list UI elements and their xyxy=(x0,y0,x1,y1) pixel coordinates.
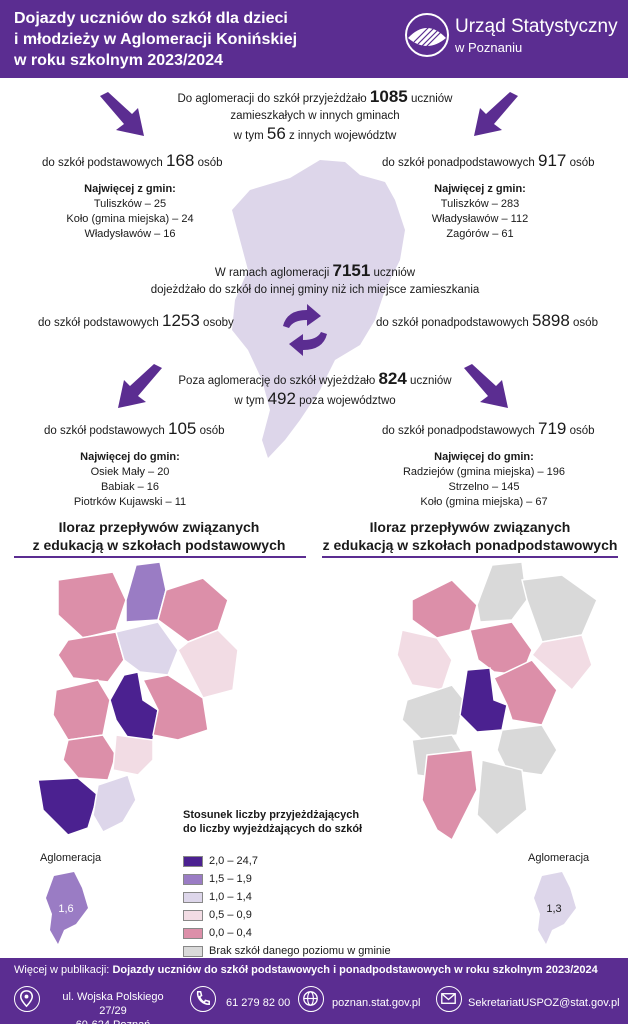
list-item: Strzelno – 145 xyxy=(448,481,520,493)
mail-icon xyxy=(436,986,462,1012)
outbound-arrow-left-icon xyxy=(118,364,162,408)
municipality xyxy=(115,621,179,676)
municipality xyxy=(177,629,239,699)
municipality xyxy=(530,634,593,692)
list-item: Piotrków Kujawski – 11 xyxy=(73,496,187,508)
agglomeration-map-background xyxy=(232,160,405,458)
aglom-label-right: Aglomeracja xyxy=(528,852,590,864)
municipality xyxy=(141,674,209,741)
title-line-1: Dojazdy uczniów do szkół dla dzieci xyxy=(14,10,288,27)
municipality xyxy=(411,579,478,639)
aglom-mini-map-right: 1,3 xyxy=(534,872,576,944)
municipality xyxy=(476,759,528,837)
aglom-label-left: Aglomeracja xyxy=(40,852,102,864)
internal-total: 7151 xyxy=(332,261,371,280)
legend-swatch xyxy=(183,891,203,903)
legend-item: 1,5 – 1,9 xyxy=(183,872,252,886)
title-line-2: i młodzieży w Aglomeracji Konińskiej xyxy=(14,31,298,48)
location-icon xyxy=(14,986,40,1012)
municipality xyxy=(112,734,154,776)
inbound-secondary: do szkół ponadpodstawowych 917 osób xyxy=(382,151,595,170)
outbound-other-voivodeship: 492 xyxy=(267,389,296,408)
municipality xyxy=(401,684,465,741)
org-subtitle: w Poznaniu xyxy=(455,40,523,55)
municipality xyxy=(496,724,558,776)
outbound-primary-list: Najwięcej do gmin: Osiek Mały – 20 Babia… xyxy=(40,450,220,510)
municipality xyxy=(62,734,117,781)
right-map-title-underline xyxy=(322,556,618,558)
footer: Więcej w publikacji: Dojazdy uczniów do … xyxy=(0,958,628,1031)
aglom-mini-map-left: 1,6 xyxy=(46,872,88,944)
phone-number[interactable]: 61 279 82 00 xyxy=(226,997,291,1009)
publication-link[interactable]: Więcej w publikacji: Dojazdy uczniów do … xyxy=(14,964,598,976)
inbound-arrow-left-icon xyxy=(100,92,144,136)
outbound-total: 824 xyxy=(378,369,407,388)
aglom-value-right: 1,3 xyxy=(546,903,561,915)
legend-item: 1,0 – 1,4 xyxy=(183,890,252,904)
municipality xyxy=(421,749,478,842)
inbound-summary: Do aglomeracji do szkół przyjeżdżało 108… xyxy=(177,87,453,143)
address: ul. Wojska Polskiego 27/29 60-624 Poznań xyxy=(62,991,164,1031)
outbound-secondary: do szkół ponadpodstawowych 719 osób xyxy=(382,419,595,438)
outbound-primary: do szkół podstawowych 105 osób xyxy=(44,419,225,438)
municipality xyxy=(476,561,528,623)
inbound-primary: do szkół podstawowych 168 osób xyxy=(42,151,223,170)
municipality xyxy=(521,574,598,643)
header-banner: Dojazdy uczniów do szkół dla dzieci i mł… xyxy=(0,0,628,78)
legend-swatch xyxy=(183,927,203,939)
right-map-title: Iloraz przepływów związanych z edukacją … xyxy=(322,519,618,553)
title-line-3: w roku szkolnym 2023/2024 xyxy=(14,52,223,69)
aglom-value-left: 1,6 xyxy=(58,903,73,915)
website-link[interactable]: poznan.stat.gov.pl xyxy=(332,997,421,1009)
left-map-title: Iloraz przepływów związanych z edukacją … xyxy=(32,519,286,553)
primary-schools-choropleth-map xyxy=(37,561,239,836)
outbound-secondary-list: Najwięcej do gmin: Radziejów (gmina miej… xyxy=(384,450,584,510)
inbound-arrow-right-icon xyxy=(474,92,518,136)
list-item: Tuliszków – 283 xyxy=(440,198,520,210)
municipality xyxy=(37,777,99,836)
municipality xyxy=(52,679,111,741)
page-title: Dojazdy uczniów do szkół dla dzieci i mł… xyxy=(14,8,354,71)
list-item: Radziejów (gmina miejska) – 196 xyxy=(402,466,565,478)
org-name: Urząd Statystyczny xyxy=(455,16,618,37)
internal-secondary: do szkół ponadpodstawowych 5898 osób xyxy=(376,311,598,330)
list-item: Osiek Mały – 20 xyxy=(90,466,170,478)
list-item: Zagórów – 61 xyxy=(446,228,514,240)
statistics-office-logo-icon xyxy=(405,13,449,57)
outbound-arrow-right-icon xyxy=(464,364,508,408)
legend-swatch xyxy=(183,873,203,885)
internal-summary: W ramach aglomeracji 7151 uczniów dojeżd… xyxy=(150,261,480,296)
left-map-title-underline xyxy=(14,556,306,558)
internal-flow-cycle-icon xyxy=(283,304,327,356)
internal-primary: do szkół podstawowych 1253 osoby xyxy=(38,311,234,330)
inbound-primary-list: Najwięcej z gmin: Tuliszków – 25 Koło (g… xyxy=(50,182,210,242)
municipality xyxy=(396,629,453,691)
municipality xyxy=(92,774,137,833)
globe-icon xyxy=(298,986,324,1012)
municipality xyxy=(459,667,508,733)
list-item: Koło (gmina miejska) – 67 xyxy=(420,496,548,508)
legend-swatch xyxy=(183,945,203,957)
inbound-total: 1085 xyxy=(369,87,408,106)
municipality xyxy=(57,631,125,683)
inbound-secondary-list: Najwięcej z gmin: Tuliszków – 283 Władys… xyxy=(400,182,560,242)
phone-icon xyxy=(190,986,216,1012)
list-item: Władysławów – 16 xyxy=(84,228,176,240)
list-item: Babiak – 16 xyxy=(100,481,160,493)
list-item: Władysławów – 112 xyxy=(431,213,529,225)
legend-item: 0,5 – 0,9 xyxy=(183,908,252,922)
legend-item: 0,0 – 0,4 xyxy=(183,926,252,940)
email-link[interactable]: SekretariatUSPOZ@stat.gov.pl xyxy=(468,997,620,1009)
secondary-schools-choropleth-map xyxy=(396,561,598,842)
legend-swatch xyxy=(183,909,203,921)
municipality xyxy=(57,571,127,639)
legend-swatch xyxy=(183,855,203,867)
legend-title: Stosunek liczby przyjeżdżających do licz… xyxy=(183,809,363,835)
legend-item: 2,0 – 24,7 xyxy=(183,854,258,868)
list-item: Tuliszków – 25 xyxy=(93,198,167,210)
list-item: Koło (gmina miejska) – 24 xyxy=(66,213,194,225)
outbound-summary: Poza aglomerację do szkół wyjeżdżało 824… xyxy=(178,369,452,408)
legend-item: Brak szkół danego poziomu w gminie xyxy=(183,944,391,958)
inbound-other-voivodeship: 56 xyxy=(266,124,286,143)
